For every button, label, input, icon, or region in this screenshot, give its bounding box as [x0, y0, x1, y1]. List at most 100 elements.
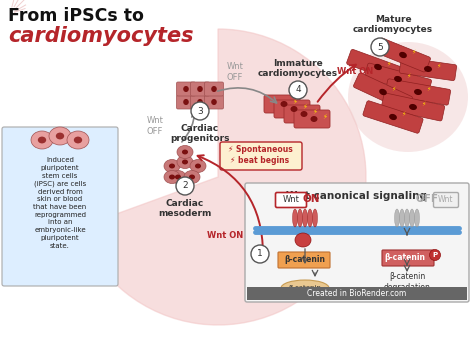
Text: 2: 2: [182, 182, 188, 190]
Ellipse shape: [67, 131, 89, 149]
Ellipse shape: [74, 137, 82, 143]
Ellipse shape: [270, 276, 272, 278]
Ellipse shape: [177, 156, 193, 169]
Text: P: P: [432, 252, 438, 258]
Ellipse shape: [414, 89, 422, 95]
FancyBboxPatch shape: [346, 49, 410, 84]
Text: Wnt
OFF: Wnt OFF: [146, 116, 164, 136]
Text: β-catenin
degradation: β-catenin degradation: [383, 272, 430, 292]
Circle shape: [251, 245, 269, 263]
Ellipse shape: [281, 280, 329, 296]
FancyBboxPatch shape: [2, 127, 118, 286]
Ellipse shape: [389, 114, 397, 120]
FancyBboxPatch shape: [385, 79, 451, 105]
Ellipse shape: [298, 209, 302, 227]
Text: ⚡: ⚡: [391, 87, 395, 92]
Ellipse shape: [301, 111, 308, 117]
Text: Induced
pluripotent
stem cells
(iPSC) are cells
derived from
skin or blood
that : Induced pluripotent stem cells (iPSC) ar…: [33, 157, 87, 249]
Ellipse shape: [394, 209, 400, 227]
Circle shape: [289, 81, 307, 99]
Ellipse shape: [169, 164, 175, 169]
Text: β-catenin: β-catenin: [289, 285, 321, 291]
FancyBboxPatch shape: [278, 252, 330, 268]
Ellipse shape: [211, 99, 217, 105]
Ellipse shape: [175, 175, 181, 180]
Ellipse shape: [374, 64, 382, 70]
Ellipse shape: [400, 209, 404, 227]
Text: Wnt
OFF: Wnt OFF: [227, 62, 244, 82]
Ellipse shape: [292, 209, 298, 227]
Ellipse shape: [183, 99, 189, 105]
Ellipse shape: [302, 209, 308, 227]
Circle shape: [429, 250, 440, 260]
Text: ⚡: ⚡: [411, 50, 415, 55]
Text: Cardiac
progenitors: Cardiac progenitors: [170, 124, 230, 143]
Ellipse shape: [184, 170, 200, 183]
Text: β-catenin: β-catenin: [384, 253, 426, 263]
Text: Wnt ON: Wnt ON: [207, 231, 243, 239]
Text: Wnt: Wnt: [283, 195, 300, 203]
Ellipse shape: [414, 209, 419, 227]
Text: 4: 4: [295, 86, 301, 94]
Ellipse shape: [197, 86, 203, 92]
FancyBboxPatch shape: [265, 255, 275, 269]
FancyBboxPatch shape: [204, 95, 224, 109]
Wedge shape: [79, 29, 366, 325]
Circle shape: [191, 102, 209, 120]
Text: ⚡: ⚡: [312, 109, 318, 115]
Ellipse shape: [281, 101, 288, 107]
Text: ⚡: ⚡: [436, 64, 440, 69]
Ellipse shape: [379, 89, 387, 95]
Ellipse shape: [164, 170, 180, 183]
FancyBboxPatch shape: [220, 142, 302, 170]
Text: ON: ON: [302, 194, 320, 204]
FancyBboxPatch shape: [294, 110, 330, 128]
Text: cardiomyocytes: cardiomyocytes: [8, 26, 193, 46]
Text: ⚡: ⚡: [386, 62, 391, 67]
Text: ⚡: ⚡: [292, 99, 298, 105]
Text: ⚡ Spontaneous
⚡ beat begins: ⚡ Spontaneous ⚡ beat begins: [228, 145, 292, 165]
FancyBboxPatch shape: [275, 193, 307, 207]
Ellipse shape: [182, 159, 188, 164]
Ellipse shape: [182, 150, 188, 155]
Text: Immature
cardiomyocytes: Immature cardiomyocytes: [258, 58, 338, 78]
Ellipse shape: [56, 133, 64, 139]
Text: 1: 1: [257, 250, 263, 258]
FancyBboxPatch shape: [284, 105, 320, 123]
Text: ⚡: ⚡: [426, 87, 430, 92]
Ellipse shape: [291, 106, 298, 112]
FancyBboxPatch shape: [382, 93, 445, 121]
FancyBboxPatch shape: [204, 82, 224, 96]
Ellipse shape: [424, 66, 432, 72]
Ellipse shape: [264, 273, 266, 275]
FancyBboxPatch shape: [264, 95, 300, 113]
Circle shape: [371, 38, 389, 56]
FancyBboxPatch shape: [382, 250, 434, 266]
Ellipse shape: [197, 99, 203, 105]
FancyBboxPatch shape: [176, 95, 195, 109]
Ellipse shape: [399, 52, 407, 58]
Bar: [247, 287, 467, 300]
Ellipse shape: [295, 233, 311, 247]
Text: 3: 3: [197, 107, 203, 115]
Text: ⚡: ⚡: [401, 112, 405, 117]
Ellipse shape: [259, 266, 281, 282]
FancyBboxPatch shape: [245, 183, 469, 302]
Ellipse shape: [272, 270, 278, 276]
Text: iPSC: iPSC: [279, 256, 302, 264]
FancyBboxPatch shape: [354, 73, 412, 111]
Text: OFF: OFF: [416, 194, 438, 204]
Ellipse shape: [31, 131, 53, 149]
FancyBboxPatch shape: [434, 193, 458, 207]
Ellipse shape: [410, 209, 414, 227]
Ellipse shape: [195, 164, 201, 169]
Ellipse shape: [404, 209, 410, 227]
Ellipse shape: [49, 127, 71, 145]
FancyBboxPatch shape: [400, 57, 456, 81]
Ellipse shape: [394, 76, 402, 82]
Ellipse shape: [38, 137, 46, 143]
Text: Mature
cardiomyocytes: Mature cardiomyocytes: [353, 14, 433, 34]
Text: Wnt ON: Wnt ON: [337, 68, 373, 76]
Ellipse shape: [183, 86, 189, 92]
Ellipse shape: [274, 272, 276, 274]
